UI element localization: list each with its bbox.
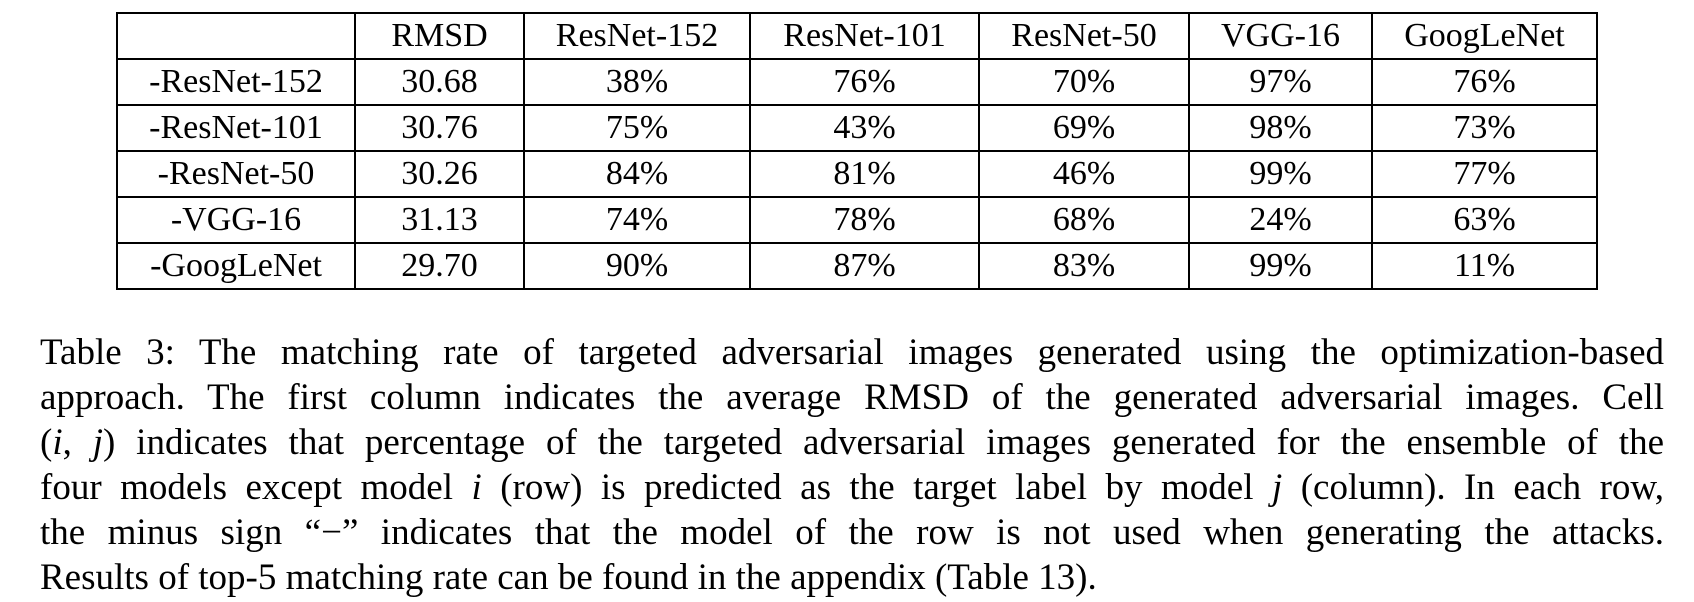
header-cell-vgg16: VGG-16 <box>1188 12 1373 60</box>
table-cell: 87% <box>749 242 980 290</box>
table-cell: 29.70 <box>354 242 525 290</box>
row-label: -GoogLeNet <box>116 242 356 290</box>
caption-line: four models except model i (row) is pred… <box>40 465 1664 510</box>
row-label: -ResNet-50 <box>116 150 356 198</box>
table-cell: 78% <box>749 196 980 244</box>
table-header-row: RMSD ResNet-152 ResNet-101 ResNet-50 VGG… <box>116 12 1598 60</box>
caption-text: four models except model <box>40 467 472 508</box>
table-cell: 97% <box>1188 58 1373 106</box>
table-cell: 73% <box>1371 104 1598 152</box>
caption-line: Results of top-5 matching rate can be fo… <box>40 557 1097 598</box>
header-cell-resnet152: ResNet-152 <box>523 12 751 60</box>
table-cell: 69% <box>978 104 1190 152</box>
results-table: RMSD ResNet-152 ResNet-101 ResNet-50 VGG… <box>116 12 1598 290</box>
table-row: -GoogLeNet 29.70 90% 87% 83% 99% 11% <box>116 242 1598 290</box>
caption-line: approach. The first column indicates the… <box>40 377 1664 418</box>
row-label: -ResNet-101 <box>116 104 356 152</box>
table-cell: 75% <box>523 104 751 152</box>
table-row: -VGG-16 31.13 74% 78% 68% 24% 63% <box>116 196 1598 244</box>
table-cell: 99% <box>1188 242 1373 290</box>
header-cell-corner <box>116 12 356 60</box>
table-cell: 76% <box>1371 58 1598 106</box>
math-var-j: j <box>1271 467 1283 508</box>
table-cell: 46% <box>978 150 1190 198</box>
row-label: -ResNet-152 <box>116 58 356 106</box>
table-cell: 11% <box>1371 242 1598 290</box>
table-row: -ResNet-152 30.68 38% 76% 70% 97% 76% <box>116 58 1598 106</box>
table-cell: 90% <box>523 242 751 290</box>
caption-text: ( <box>40 422 53 463</box>
caption-line: (i, j) indicates that percentage of the … <box>40 420 1664 465</box>
header-cell-resnet101: ResNet-101 <box>749 12 980 60</box>
math-var-i: i <box>52 422 63 463</box>
table-cell: 30.76 <box>354 104 525 152</box>
caption-line: the minus sign “−” indicates that the mo… <box>40 512 1664 553</box>
table-cell: 76% <box>749 58 980 106</box>
table-cell: 70% <box>978 58 1190 106</box>
table-cell: 24% <box>1188 196 1373 244</box>
table-row: -ResNet-50 30.26 84% 81% 46% 99% 77% <box>116 150 1598 198</box>
caption-text: (column). In each row, <box>1282 467 1664 508</box>
table-cell: 84% <box>523 150 751 198</box>
header-cell-resnet50: ResNet-50 <box>978 12 1190 60</box>
math-var-i: i <box>471 467 482 508</box>
caption-text: , <box>62 422 93 463</box>
caption-text: (row) is predicted as the target label b… <box>481 467 1272 508</box>
table-caption: Table 3: The matching rate of targeted a… <box>40 330 1664 600</box>
table-cell: 68% <box>978 196 1190 244</box>
table-cell: 38% <box>523 58 751 106</box>
table-row: -ResNet-101 30.76 75% 43% 69% 98% 73% <box>116 104 1598 152</box>
table-cell: 43% <box>749 104 980 152</box>
table-cell: 77% <box>1371 150 1598 198</box>
caption-text: ) indicates that percentage of the targe… <box>103 422 1664 463</box>
row-label: -VGG-16 <box>116 196 356 244</box>
header-cell-googlenet: GoogLeNet <box>1371 12 1598 60</box>
header-cell-rmsd: RMSD <box>354 12 525 60</box>
table-cell: 30.68 <box>354 58 525 106</box>
table-cell: 83% <box>978 242 1190 290</box>
math-var-j: j <box>92 422 103 463</box>
table-cell: 98% <box>1188 104 1373 152</box>
table-cell: 74% <box>523 196 751 244</box>
table-cell: 30.26 <box>354 150 525 198</box>
table-cell: 81% <box>749 150 980 198</box>
table-cell: 63% <box>1371 196 1598 244</box>
table-cell: 31.13 <box>354 196 525 244</box>
caption-line: Table 3: The matching rate of targeted a… <box>40 332 1664 373</box>
table-cell: 99% <box>1188 150 1373 198</box>
